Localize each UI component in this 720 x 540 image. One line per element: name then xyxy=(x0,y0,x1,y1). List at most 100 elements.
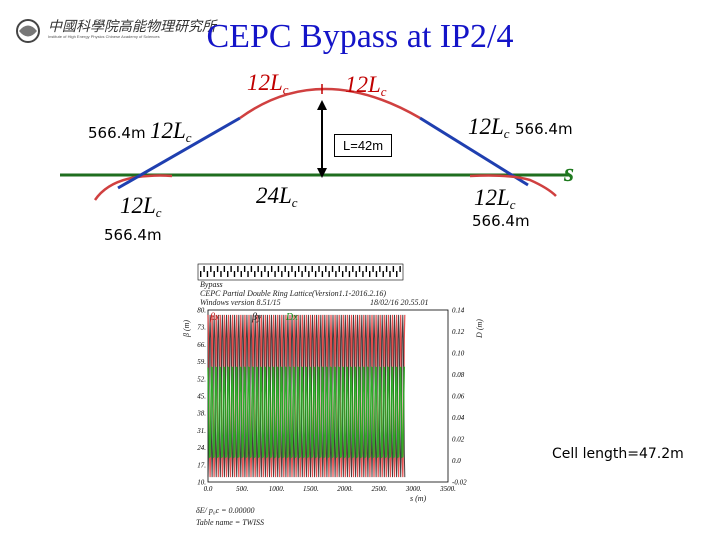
lattice-element xyxy=(301,271,303,277)
lattice-element xyxy=(352,266,354,272)
lattice-element xyxy=(247,271,249,277)
slide-title: CEPC Bypass at IP2/4 xyxy=(206,18,514,55)
right-lower-arc xyxy=(469,174,557,197)
y-right-label: D (m) xyxy=(474,319,484,338)
lattice-element xyxy=(345,266,347,272)
y-tick-label: 17. xyxy=(197,461,206,469)
lattice-element xyxy=(240,271,242,277)
plot-header-date: 18/02/16 20.55.01 xyxy=(370,298,429,307)
x-tick-label: 2500. xyxy=(372,485,388,493)
lattice-element xyxy=(200,271,202,277)
lattice-element xyxy=(294,271,297,277)
x-tick-label: 2000. xyxy=(337,485,353,493)
left-straight-section xyxy=(117,116,241,190)
dist-left: 566.4m xyxy=(88,124,146,142)
y-tick-label: 31. xyxy=(196,427,206,435)
lattice-element xyxy=(396,271,398,277)
lattice-element xyxy=(213,271,215,277)
lattice-element xyxy=(220,271,222,277)
label-bottom-right-arc: 12Lc xyxy=(474,185,516,212)
y2-tick-label: 0.12 xyxy=(452,328,465,336)
y-tick-label: 52. xyxy=(197,375,206,383)
lattice-element xyxy=(341,271,344,277)
y-tick-label: 38. xyxy=(196,410,206,418)
y-tick-label: 24. xyxy=(197,444,206,452)
arrow-head-up xyxy=(317,100,327,110)
s-axis-label: s xyxy=(564,158,575,187)
lattice-element xyxy=(223,266,226,272)
lattice-element xyxy=(291,266,293,272)
x-axis-label: s (m) xyxy=(410,494,427,503)
lattice-element xyxy=(389,271,391,277)
logo-emblem-icon xyxy=(16,19,40,43)
lattice-element xyxy=(243,266,246,272)
lattice-element xyxy=(254,271,256,277)
x-tick-label: 1500. xyxy=(303,485,319,493)
label-top-left-segment: 12Lc xyxy=(247,70,289,97)
cell-length-label: Cell length=47.2m xyxy=(552,446,684,462)
lattice-element xyxy=(392,266,395,272)
lattice-element xyxy=(372,266,374,272)
x-tick-label: 500. xyxy=(236,485,249,493)
label-double-segment: 24Lc xyxy=(256,183,298,210)
lattice-element xyxy=(277,266,280,272)
twiss-plot: 10. 17. 24. 31. 38. 45. 52. 59. 66. 73. 80. -0.02 0.… xyxy=(182,262,490,530)
legend-beta-x: βx xyxy=(210,312,220,323)
y-tick-label: 66. xyxy=(197,341,206,349)
lattice-element xyxy=(355,271,357,277)
lattice-element xyxy=(284,266,286,272)
x-tick-label: 0.0 xyxy=(204,485,213,493)
lattice-element xyxy=(338,266,340,272)
lattice-element xyxy=(281,271,283,277)
lattice-element-marks xyxy=(200,266,401,277)
lattice-element xyxy=(335,271,337,277)
lattice-element xyxy=(237,266,239,272)
lattice-element xyxy=(328,271,330,277)
lattice-element xyxy=(375,271,378,277)
x-tick-label: 3500. xyxy=(439,485,456,493)
y2-tick-label: -0.02 xyxy=(452,479,467,487)
dist-right: 566.4m xyxy=(515,120,573,138)
y2-tick-label: 0.04 xyxy=(452,414,465,422)
y-tick-label: 73. xyxy=(197,324,206,332)
plot-header-line2: CEPC Partial Double Ring Lattice(Version… xyxy=(200,289,386,298)
series-Dx xyxy=(207,366,406,459)
y-left-label: β (m) xyxy=(182,319,192,338)
bypass-geometry-diagram xyxy=(60,84,570,201)
lattice-element xyxy=(274,271,276,277)
logo-subtext: Institute of High Energy Physics Chinese… xyxy=(48,34,160,39)
left-lower-arc xyxy=(93,174,173,201)
lattice-element xyxy=(267,271,269,277)
plot-header-line1: Bypass xyxy=(200,280,223,289)
y2-tick-label: 0.02 xyxy=(452,436,465,444)
y-tick-label: 59. xyxy=(197,358,206,366)
lattice-element xyxy=(325,266,327,272)
lattice-element xyxy=(287,271,290,277)
dist-bottom-left: 566.4m xyxy=(104,226,162,244)
lattice-element xyxy=(382,271,384,277)
lattice-element xyxy=(399,266,401,272)
x-tick-label: 1000. xyxy=(269,485,285,493)
separation-label: L=42m xyxy=(334,134,393,157)
plot-footer-line1: δE/ p₀c = 0.00000 xyxy=(196,506,255,515)
logo-text: 中國科學院高能物理研究所 xyxy=(48,19,216,35)
lattice-element xyxy=(206,271,209,277)
series-layer xyxy=(207,314,406,478)
y2-tick-label: 0.0 xyxy=(452,457,461,465)
x-tick-label: 3000. xyxy=(405,485,422,493)
institute-logo: 中國科學院高能物理研究所 Institute of High Energy Ph… xyxy=(14,16,216,46)
lattice-element xyxy=(362,271,364,277)
label-right-straight: 12Lc xyxy=(468,114,510,141)
lattice-element xyxy=(385,266,388,272)
label-left-straight: 12Lc xyxy=(150,118,192,145)
lattice-element xyxy=(311,266,313,272)
y2-tick-label: 0.06 xyxy=(452,393,465,401)
twiss-plot-canvas: 10. 17. 24. 31. 38. 45. 52. 59. 66. 73. 80. -0.02 0.… xyxy=(196,263,467,493)
lattice-element xyxy=(210,266,212,272)
lattice-element xyxy=(227,271,229,277)
lattice-element xyxy=(264,266,266,272)
lattice-element xyxy=(365,266,368,272)
y-tick-label: 10. xyxy=(197,479,206,487)
series-βx xyxy=(207,314,406,478)
top-arc xyxy=(239,87,421,120)
